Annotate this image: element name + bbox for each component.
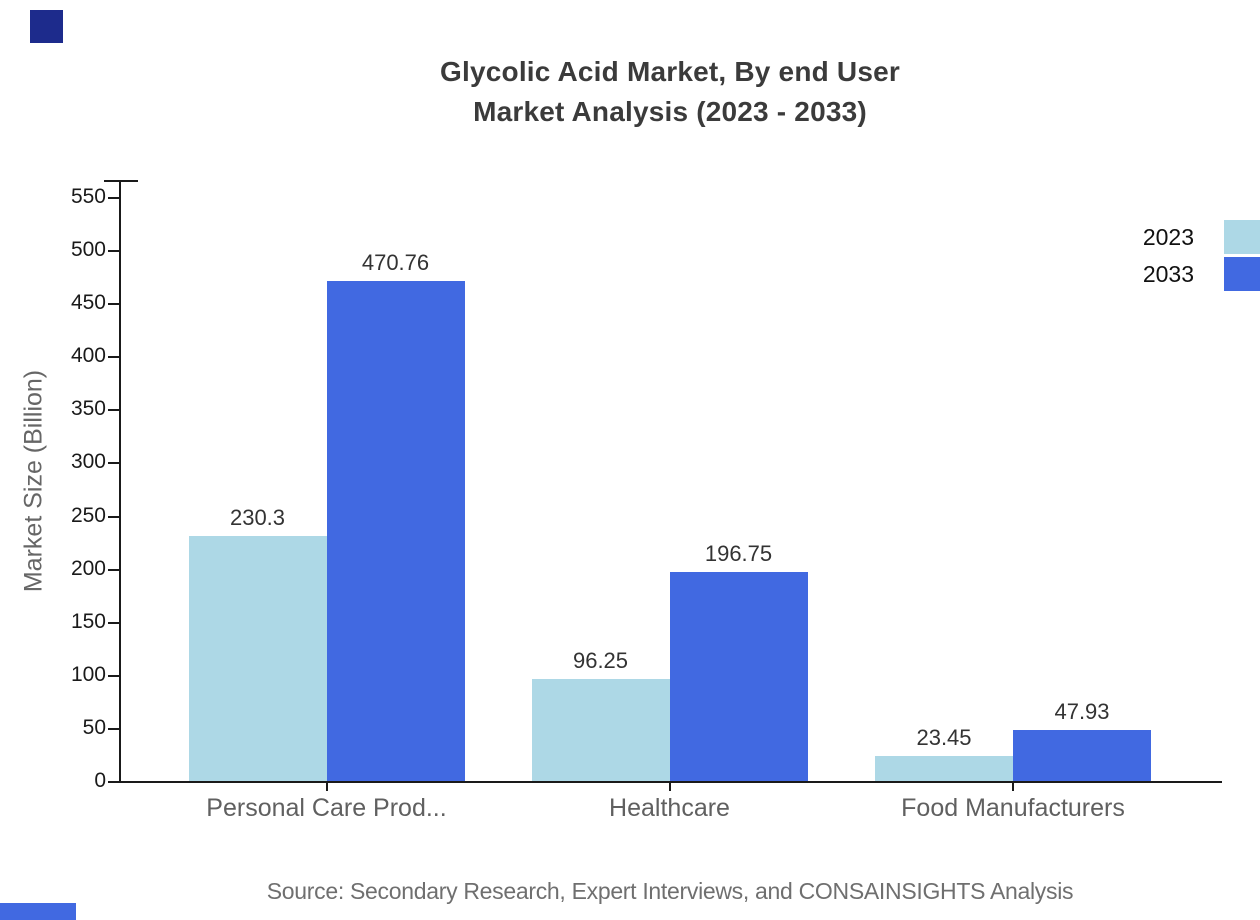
- y-tick: [108, 303, 120, 306]
- legend-swatch: [1224, 220, 1260, 254]
- y-tick: [108, 568, 120, 571]
- legend-item-2023[interactable]: 2023: [1143, 220, 1260, 254]
- legend-label: 2033: [1142, 260, 1194, 287]
- chart-title: Glycolic Acid Market, By end User Market…: [80, 52, 1260, 132]
- y-tick-label: 150: [70, 609, 106, 633]
- y-tick: [108, 356, 120, 359]
- legend-item-2033[interactable]: 2033: [1143, 257, 1260, 291]
- y-tick-label: 250: [70, 503, 106, 527]
- bar-value-label: 470.76: [361, 250, 430, 276]
- bar-2023-personal-care-prod[interactable]: [188, 536, 327, 781]
- y-tick-label: 400: [70, 344, 106, 368]
- legend: 2023 2033: [1143, 220, 1260, 294]
- x-tick: [668, 781, 671, 791]
- x-category-label: Food Manufacturers: [901, 794, 1125, 822]
- legend-label: 2023: [1142, 223, 1194, 250]
- y-tick-label: 500: [70, 238, 106, 262]
- y-tick-label: 100: [70, 662, 106, 686]
- brand-accent-strip: [0, 903, 76, 920]
- bar-2023-food-manufacturers[interactable]: [875, 756, 1013, 781]
- chart-title-line1: Glycolic Acid Market, By end User: [440, 56, 900, 87]
- chart-title-line2: Market Analysis (2023 - 2033): [473, 96, 867, 127]
- y-tick: [108, 250, 120, 253]
- y-tick: [108, 727, 120, 730]
- legend-swatch: [1224, 257, 1260, 291]
- x-category-label: Healthcare: [609, 794, 730, 822]
- x-axis-line: [119, 781, 1222, 783]
- y-tick-label: 300: [70, 450, 106, 474]
- y-tick: [108, 674, 120, 677]
- y-tick: [108, 462, 120, 465]
- y-tick-label: 50: [82, 715, 106, 739]
- y-tick-label: 0: [94, 769, 106, 792]
- y-tick: [108, 197, 120, 199]
- y-axis-top-cap: [104, 180, 138, 182]
- y-tick-label: 200: [70, 556, 106, 580]
- bar-value-label: 47.93: [1054, 699, 1110, 725]
- bar-2023-healthcare[interactable]: [531, 678, 670, 781]
- x-tick: [1012, 781, 1014, 791]
- y-axis-line: [119, 180, 121, 783]
- bar-value-label: 96.25: [572, 647, 629, 673]
- bar-value-label: 196.75: [704, 541, 773, 567]
- y-tick: [108, 781, 120, 783]
- brand-logo-mark: [30, 10, 63, 43]
- y-tick: [108, 515, 120, 518]
- bar-2033-healthcare[interactable]: [669, 572, 808, 781]
- y-tick: [108, 621, 120, 624]
- bar-2033-food-manufacturers[interactable]: [1013, 730, 1151, 781]
- bar-value-label: 23.45: [916, 725, 972, 751]
- bar-value-label: 230.3: [229, 505, 286, 531]
- x-category-label: Personal Care Prod...: [206, 794, 447, 822]
- y-tick-label: 350: [70, 397, 106, 421]
- y-tick-label: 550: [70, 185, 106, 208]
- source-note: Source: Secondary Research, Expert Inter…: [266, 878, 1074, 904]
- x-tick: [325, 781, 328, 791]
- y-tick: [108, 409, 120, 412]
- y-tick-label: 450: [70, 291, 106, 315]
- bar-2033-personal-care-prod[interactable]: [326, 281, 465, 781]
